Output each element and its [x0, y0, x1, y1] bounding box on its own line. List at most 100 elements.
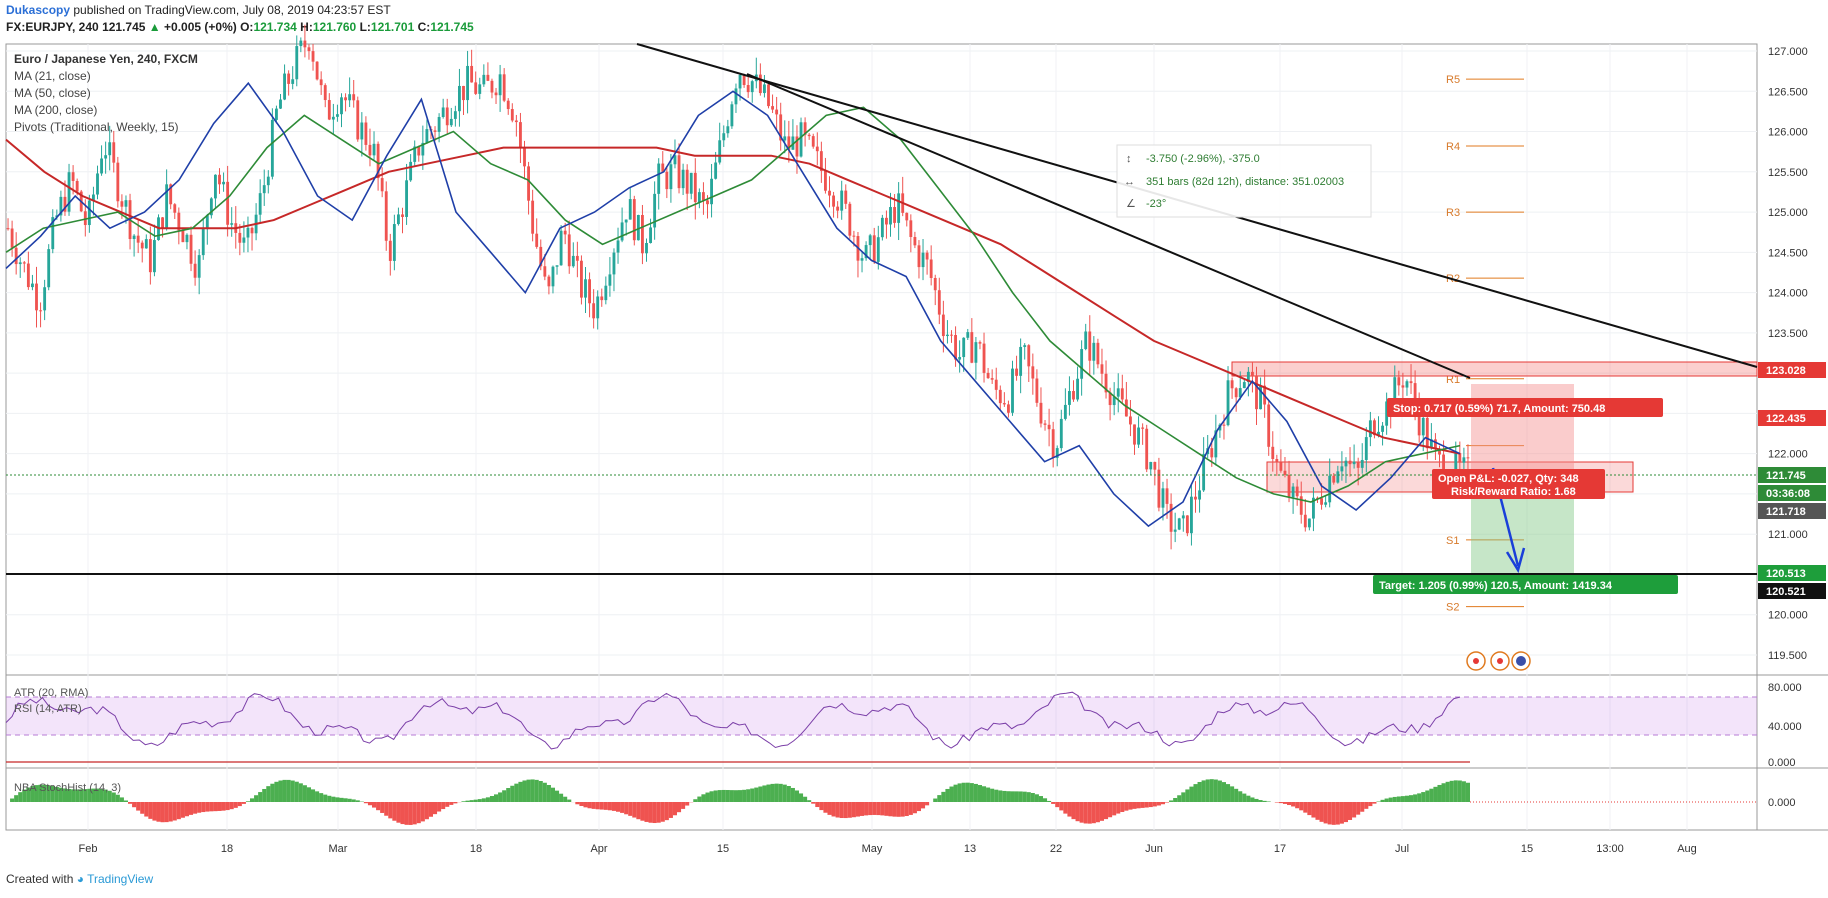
ohlc-header: FX:EURJPY, 240 121.745 ▲ +0.005 (+0%) O:… [6, 20, 474, 34]
measure-box[interactable] [1116, 144, 1372, 218]
trendline-lower[interactable] [746, 73, 1471, 379]
stop-price: 122.435 [1766, 413, 1806, 425]
stoch-bar [140, 802, 145, 814]
candle-body [26, 263, 30, 288]
candle-body [1356, 461, 1360, 468]
stoch-bar [1205, 779, 1210, 802]
candle-body [1181, 515, 1185, 519]
stoch-bar [1372, 802, 1377, 804]
stoch-bar [1242, 793, 1247, 802]
stoch-bar [1030, 793, 1035, 802]
stoch-bar [233, 802, 238, 808]
candle-body [47, 249, 51, 288]
brand-name[interactable]: Dukascopy [6, 3, 71, 17]
low-label: L: [359, 20, 371, 34]
candle-body [946, 334, 949, 337]
candle-body [6, 228, 10, 230]
candle-body [148, 239, 152, 273]
stoch-bar [115, 794, 120, 802]
candle-body [1072, 391, 1075, 400]
stoch-bar [42, 784, 47, 802]
price-tick-label: 125.500 [1768, 167, 1808, 179]
ma21-line[interactable] [5, 81, 1461, 528]
stoch-bar [705, 792, 710, 802]
candle-body [1287, 474, 1291, 498]
candle-body [783, 136, 787, 141]
stoch-bar [746, 789, 751, 802]
candle-body [35, 283, 38, 311]
stoch-bar [799, 793, 804, 802]
candle-body [258, 193, 262, 215]
stop-area[interactable] [1471, 384, 1574, 472]
stoch-histogram[interactable] [10, 779, 1470, 825]
legend-ma200[interactable]: MA (200, close) [14, 103, 98, 117]
tradingview-link[interactable]: TradingView [87, 872, 154, 886]
stoch-bar [1303, 802, 1308, 813]
stoch-bar [363, 802, 368, 804]
stoch-tick-0: 0.000 [1768, 797, 1796, 809]
candle-body [1149, 461, 1153, 470]
stoch-bar [79, 789, 84, 802]
candle-body [763, 84, 766, 94]
ma50-line[interactable] [5, 106, 1461, 503]
stoch-bar [1071, 802, 1076, 820]
candle-body [1039, 402, 1043, 424]
candle-body [352, 94, 356, 101]
stoch-bar [1413, 794, 1418, 802]
candle-body [1381, 425, 1384, 432]
stoch-bar [876, 802, 881, 816]
resistance-zone[interactable] [1231, 361, 1758, 377]
candle-body [140, 242, 144, 249]
candle-body [193, 263, 197, 278]
candle-body [978, 342, 982, 344]
stoch-bar [1022, 791, 1027, 802]
stoch-bar [587, 802, 592, 809]
candle-body [356, 100, 360, 140]
stoch-bar [636, 802, 641, 820]
ma200-line[interactable] [5, 138, 1461, 455]
target-label-box[interactable] [1373, 575, 1678, 594]
stop-label-box[interactable] [1387, 398, 1663, 417]
stoch-bar [681, 802, 686, 809]
rsi-line[interactable] [5, 691, 1461, 750]
candle-body [1320, 498, 1323, 505]
stoch-bar [494, 794, 499, 802]
candle-body [1271, 446, 1275, 459]
candle-body [1007, 404, 1010, 413]
atr-tick-80: 80.000 [1768, 682, 1802, 694]
stoch-bar [595, 802, 600, 810]
time-tick-label: Jul [1395, 843, 1409, 855]
stoch-bar [408, 802, 413, 825]
candle-body [1279, 462, 1283, 471]
stoch-bar [721, 789, 726, 802]
stoch-bar [709, 791, 714, 802]
candle-body [571, 255, 575, 267]
candle-body [893, 207, 896, 223]
stoch-bar [502, 790, 507, 802]
stoch-bar [1250, 797, 1255, 802]
time-tick-label: 18 [221, 843, 233, 855]
stoch-bar [1095, 802, 1100, 823]
candle-body [523, 147, 526, 167]
legend-pivots[interactable]: Pivots (Traditional, Weekly, 15) [14, 120, 179, 134]
candle-body [710, 178, 713, 205]
candle-body [453, 111, 457, 119]
time-axis[interactable]: Feb 18 Mar 18 Apr 15 May 13 22 Jun 17 Jul 15 13:00 Aug [79, 843, 1697, 855]
candle-body [1055, 448, 1059, 458]
candle-body [177, 212, 181, 231]
candle-body [14, 247, 18, 265]
candle-body [441, 107, 445, 117]
candle-body [209, 198, 213, 216]
legend-ma50[interactable]: MA (50, close) [14, 86, 91, 100]
legend-title[interactable]: Euro / Japanese Yen, 240, FXCM [14, 52, 198, 66]
pl-label-box[interactable] [1432, 469, 1605, 499]
candle-body [636, 214, 640, 241]
time-tick-label: 15 [1521, 843, 1533, 855]
candle-body [384, 191, 388, 241]
legend-ma21[interactable]: MA (21, close) [14, 69, 91, 83]
stoch-bar [1404, 795, 1409, 802]
stoch-bar [152, 802, 157, 821]
stoch-bar [83, 789, 88, 802]
stoch-bar [546, 785, 551, 802]
